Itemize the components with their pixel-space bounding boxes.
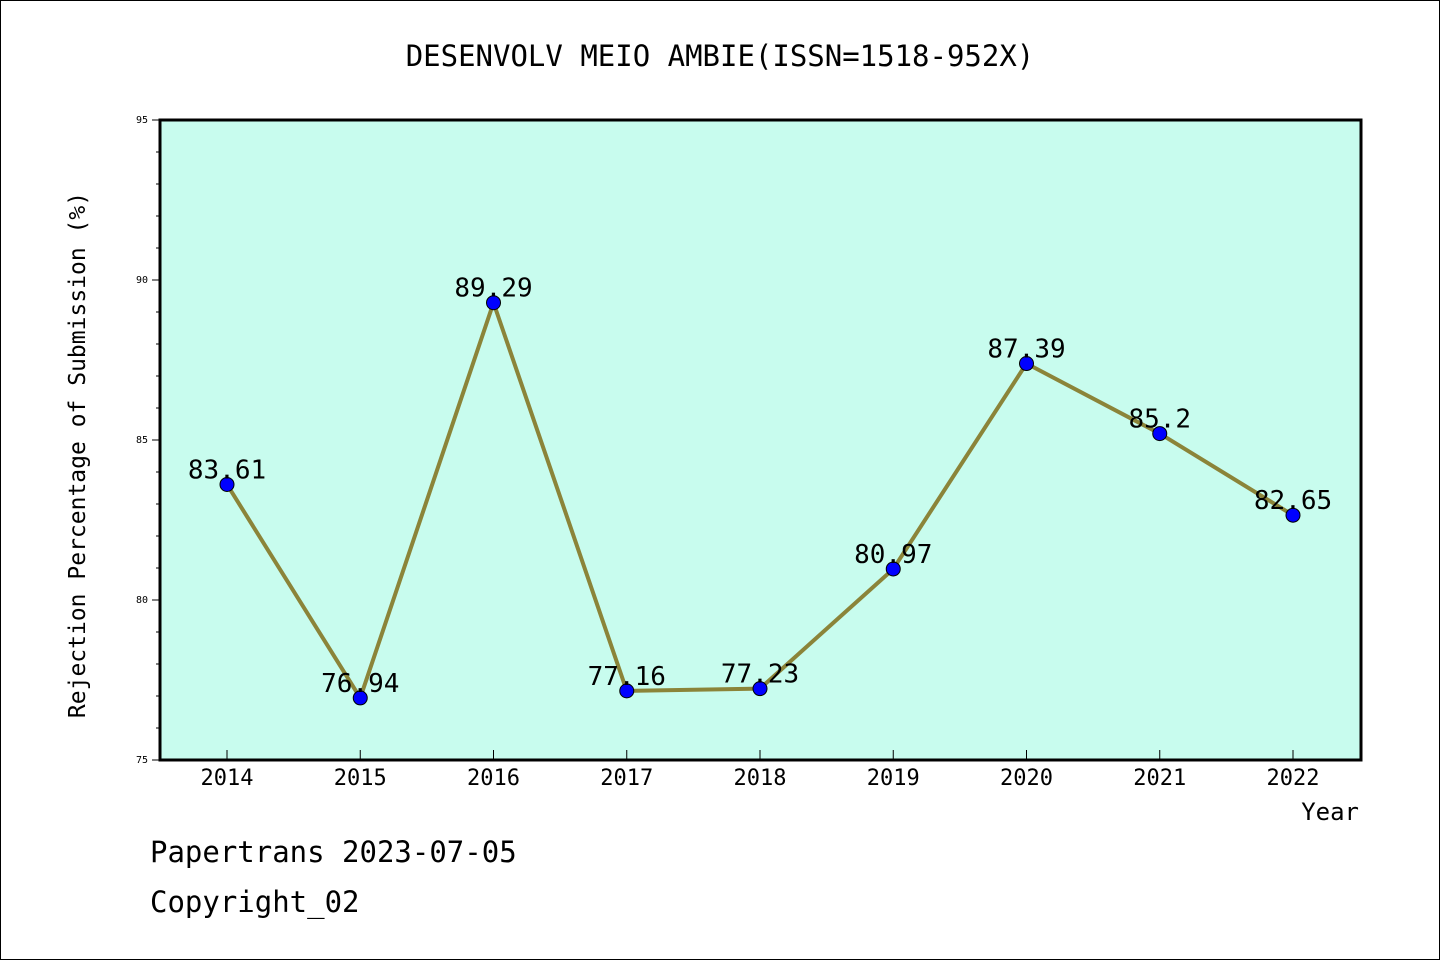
data-point	[1285, 507, 1301, 523]
y-axis-ticks: 75 80 85 90 95	[136, 115, 160, 766]
data-label: 89.29	[454, 274, 532, 304]
y-tick-label: 90	[136, 275, 148, 286]
x-tick-label: 2019	[867, 766, 920, 791]
data-point	[1152, 426, 1168, 442]
y-tick-label: 85	[136, 435, 148, 446]
data-point	[619, 683, 635, 699]
data-points	[219, 295, 1301, 706]
data-label: 77.23	[721, 660, 799, 690]
y-tick-label: 80	[136, 595, 148, 606]
x-tick-label: 2017	[600, 766, 653, 791]
y-tick-label: 75	[136, 755, 148, 766]
x-tick-label: 2021	[1133, 766, 1186, 791]
data-label: 82.65	[1254, 486, 1332, 516]
data-label: 80.97	[854, 540, 932, 570]
x-tick-label: 2018	[734, 766, 787, 791]
x-tick-label: 2022	[1267, 766, 1320, 791]
y-tick-label: 95	[136, 115, 148, 126]
data-point	[1019, 356, 1034, 372]
y-axis-label: Rejection Percentage of Submission (%)	[65, 192, 91, 718]
x-axis-ticks: 2014 2015 2016 2017 2018 2019 2020 2021 2022	[201, 750, 1320, 791]
data-label: 77.16	[588, 662, 666, 692]
data-point	[885, 561, 901, 577]
chart-title: DESENVOLV MEIO AMBIE(ISSN=1518-952X)	[406, 39, 1035, 73]
x-tick-label: 2014	[201, 766, 254, 791]
footer-copyright: Copyright_02	[150, 885, 360, 919]
data-point	[752, 681, 768, 697]
data-label: 83.61	[188, 455, 266, 485]
x-tick-label: 2016	[467, 766, 520, 791]
data-label: 87.39	[987, 335, 1065, 365]
data-label: 85.2	[1128, 405, 1191, 435]
data-point	[219, 476, 235, 492]
data-point	[352, 690, 368, 706]
x-axis-label: Year	[1301, 798, 1359, 826]
x-tick-label: 2020	[1000, 766, 1053, 791]
footer-credit: Papertrans 2023-07-05	[150, 835, 517, 869]
data-labels: 83.61 76.94 89.29 77.16 77.23 80.97 87.39 85.2 8…	[188, 274, 1332, 699]
data-point	[486, 295, 501, 311]
x-tick-label: 2015	[334, 766, 387, 791]
data-label: 76.94	[321, 669, 399, 699]
